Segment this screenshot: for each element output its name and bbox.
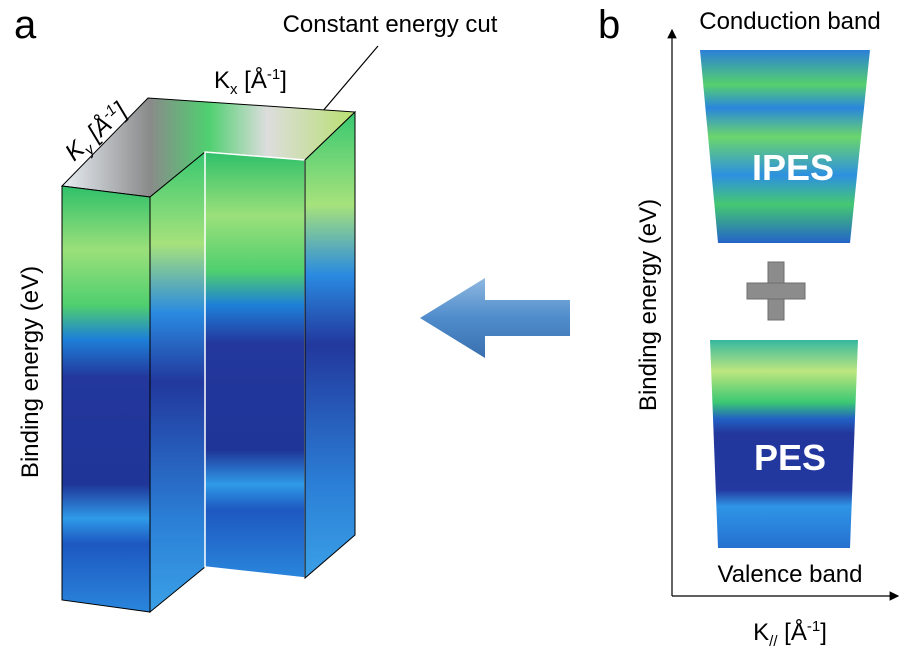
bottom-label: Valence band — [717, 561, 862, 588]
plus-sign — [746, 261, 806, 321]
right-face — [304, 110, 356, 580]
k-base: K — [753, 619, 769, 646]
kx-label: Kx [Å-1] — [214, 66, 287, 98]
kx-sup: -1 — [267, 66, 280, 83]
big-arrow — [420, 278, 570, 358]
y-axis-label: Binding energy (eV) — [17, 266, 44, 478]
top-label: Conduction band — [699, 8, 880, 35]
k-end: ] — [820, 619, 827, 646]
kx-base: K — [214, 67, 230, 94]
ipes-label: IPES — [752, 147, 834, 188]
panel-label: a — [14, 3, 37, 47]
panel-label: b — [598, 3, 620, 47]
band-block — [60, 97, 357, 614]
pes-map — [710, 340, 858, 548]
front-right-face — [204, 151, 306, 579]
kx-end: ] — [280, 67, 287, 94]
ipes-map — [700, 50, 870, 243]
y-axis-label: Binding energy (eV) — [635, 199, 662, 411]
front-left-face — [61, 185, 151, 613]
pes-label: PES — [754, 437, 826, 478]
k-rest: [Å — [778, 618, 807, 646]
kx-sub: x — [230, 81, 238, 98]
notch-face — [149, 150, 206, 614]
kx-rest: [Å — [238, 66, 267, 94]
x-axis-label: K// [Å-1] — [753, 618, 827, 650]
k-sup: -1 — [807, 618, 820, 635]
k-sub: // — [769, 633, 778, 650]
annotation: Constant energy cut — [283, 11, 498, 38]
